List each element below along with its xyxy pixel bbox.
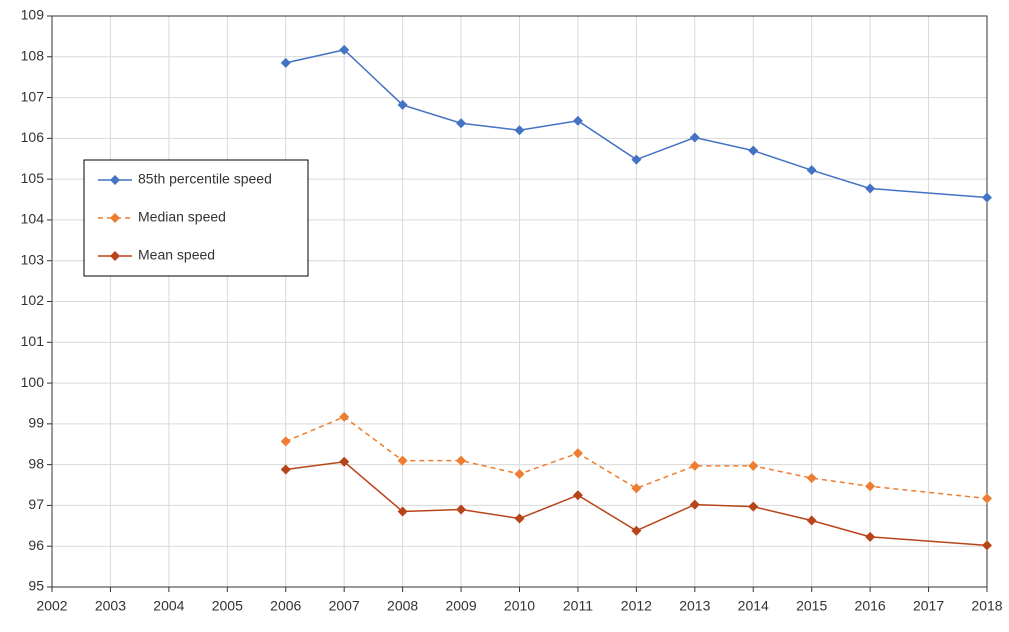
data-point <box>456 504 467 515</box>
data-point <box>748 145 759 156</box>
data-point <box>982 493 992 504</box>
x-tick-label: 2006 <box>270 598 301 614</box>
data-point <box>865 531 876 542</box>
data-point <box>631 525 642 536</box>
data-point <box>339 44 350 55</box>
legend-marker <box>110 213 120 223</box>
y-tick-label: 99 <box>28 415 44 431</box>
y-tick-label: 95 <box>28 578 44 594</box>
data-point <box>339 456 350 467</box>
x-tick-label: 2004 <box>153 598 184 614</box>
x-tick-label: 2015 <box>796 598 827 614</box>
x-tick-label: 2007 <box>329 598 360 614</box>
y-tick-label: 103 <box>21 251 45 267</box>
data-point <box>631 483 642 494</box>
data-point <box>865 183 876 194</box>
plot-frame <box>51 15 988 588</box>
x-tick-label: 2013 <box>679 598 710 614</box>
legend-label: Mean speed <box>138 247 215 263</box>
series-line <box>285 49 988 199</box>
legend-marker <box>110 251 120 261</box>
y-tick-label: 106 <box>21 129 45 145</box>
series-line <box>285 461 988 547</box>
x-tick-label: 2010 <box>504 598 535 614</box>
y-tick-label: 102 <box>21 292 45 308</box>
data-point <box>806 473 817 484</box>
data-point <box>631 154 642 165</box>
y-tick-label: 107 <box>21 88 45 104</box>
x-tick-label: 2018 <box>971 598 1002 614</box>
data-point <box>689 499 700 510</box>
data-point <box>456 118 467 129</box>
x-tick-label: 2016 <box>855 598 886 614</box>
data-point <box>339 411 350 422</box>
data-point <box>397 455 408 466</box>
y-tick-label: 104 <box>21 211 45 227</box>
y-tick-label: 96 <box>28 537 44 553</box>
data-point <box>514 513 525 524</box>
data-point <box>689 132 700 143</box>
y-tick-label: 109 <box>21 7 45 23</box>
data-point <box>280 57 291 68</box>
data-point <box>748 460 759 471</box>
x-tick-label: 2014 <box>738 598 769 614</box>
x-tick-label: 2003 <box>95 598 126 614</box>
data-point <box>689 460 700 471</box>
x-tick-label: 2017 <box>913 598 944 614</box>
data-point <box>806 165 817 176</box>
data-point <box>982 192 992 203</box>
legend-label: 85th percentile speed <box>138 171 272 187</box>
data-point <box>456 455 467 466</box>
data-point <box>280 436 291 447</box>
data-point <box>514 125 525 136</box>
legend-label: Median speed <box>138 209 226 225</box>
data-point <box>572 448 583 459</box>
data-point <box>572 115 583 126</box>
y-tick-label: 97 <box>28 496 44 512</box>
data-point <box>748 501 759 512</box>
x-tick-label: 2002 <box>36 598 67 614</box>
y-tick-label: 101 <box>21 333 45 349</box>
x-tick-label: 2008 <box>387 598 418 614</box>
data-point <box>806 515 817 526</box>
y-tick-label: 108 <box>21 47 45 63</box>
data-point <box>514 469 525 480</box>
legend-marker <box>110 175 120 185</box>
data-point <box>865 481 876 492</box>
y-tick-label: 105 <box>21 170 45 186</box>
x-tick-label: 2012 <box>621 598 652 614</box>
data-point <box>572 490 583 501</box>
x-tick-label: 2009 <box>445 598 476 614</box>
data-point <box>397 506 408 517</box>
data-point <box>397 99 408 110</box>
x-tick-label: 2011 <box>563 598 593 614</box>
x-tick-label: 2005 <box>212 598 243 614</box>
data-point <box>280 464 291 475</box>
y-tick-label: 100 <box>21 374 45 390</box>
y-tick-label: 98 <box>28 455 44 471</box>
data-point <box>982 540 992 551</box>
